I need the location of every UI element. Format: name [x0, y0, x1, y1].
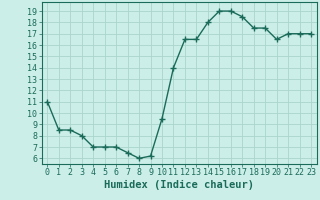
X-axis label: Humidex (Indice chaleur): Humidex (Indice chaleur) — [104, 180, 254, 190]
